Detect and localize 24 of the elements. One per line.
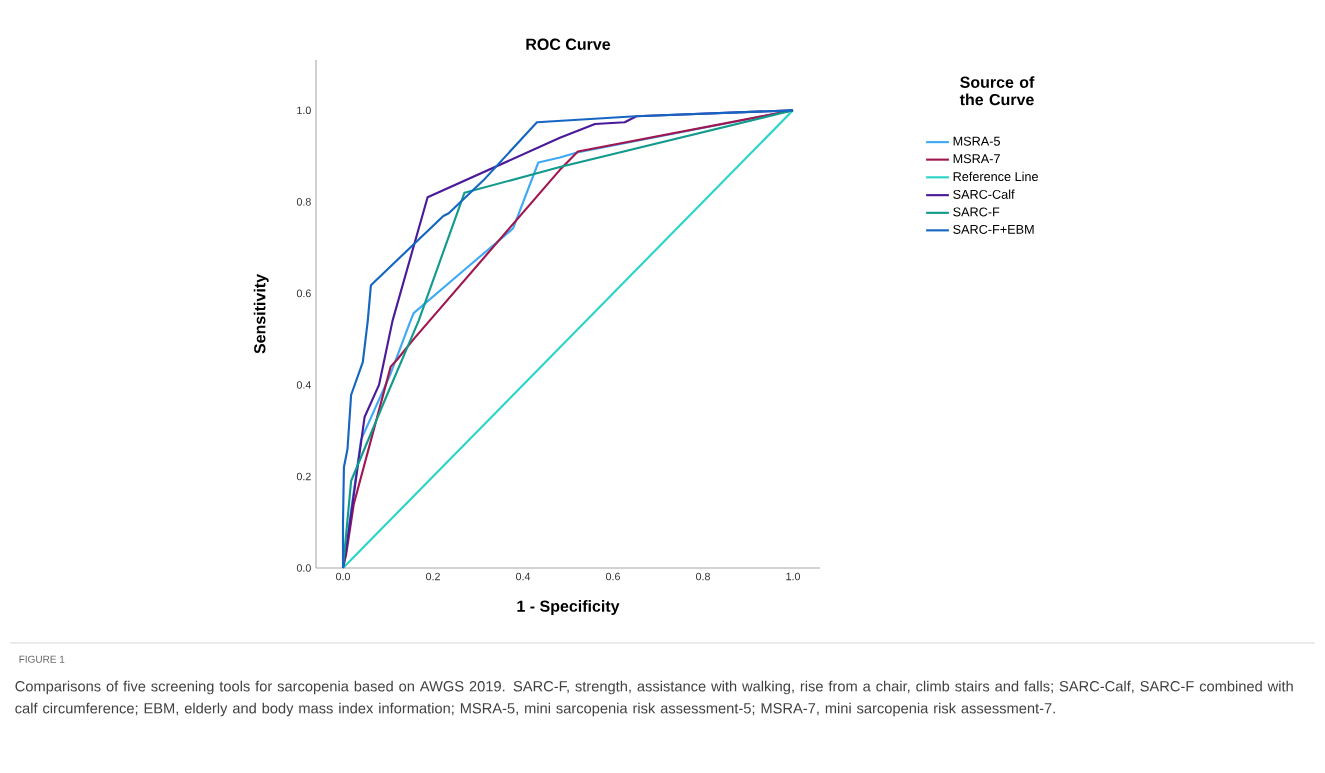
legend-label: MSRA-5 [953, 136, 1000, 146]
y-tick-label: 0.0 [296, 564, 311, 572]
y-tick-label: 0.4 [296, 381, 311, 389]
chart-title: ROC Curve [526, 38, 611, 50]
caption: FIGURE 1 [19, 655, 65, 663]
legend-label: SARC-F [953, 207, 1000, 217]
y-axis-title: Sensitivity [253, 274, 269, 354]
x-axis-title: 1 - Specificity [517, 600, 620, 615]
y-tick-label: 0.6 [296, 289, 311, 298]
text: Comparisons of five screening tools for sarcopenia based on AWGS 2019. SARC-F, strength, assistance with walking, rise from a chair, climb stairs and falls; SARC-Calf, SARC-F combined with calf circumference; EBM, elderly and body mass index information; MSRA-5, mini sarcopenia risk assessment-5; MSRA-7, mini sarcopenia risk assessment-7. [15, 680, 1293, 717]
x-tick-label: 0.2 [426, 572, 440, 581]
x-tick-label: 0.4 [516, 572, 531, 581]
y-tick-label: 0.2 [296, 472, 311, 481]
legend-label: SARC-Calf [953, 189, 1015, 199]
legend-title: Source of the Curve [959, 76, 1035, 106]
legend-label: SARC-F+EBM [953, 224, 1034, 234]
x-tick-label: 0.6 [606, 572, 620, 581]
legend-label: MSRA-7 [953, 154, 1000, 164]
y-tick-label: 0.8 [296, 198, 311, 206]
x-tick-label: 1.0 [786, 572, 801, 581]
x-tick-label: 0.0 [336, 572, 351, 581]
y-tick-label: 1.0 [297, 106, 311, 115]
x-tick-label: 0.8 [696, 572, 710, 581]
legend-label: Reference Line [953, 171, 1038, 182]
